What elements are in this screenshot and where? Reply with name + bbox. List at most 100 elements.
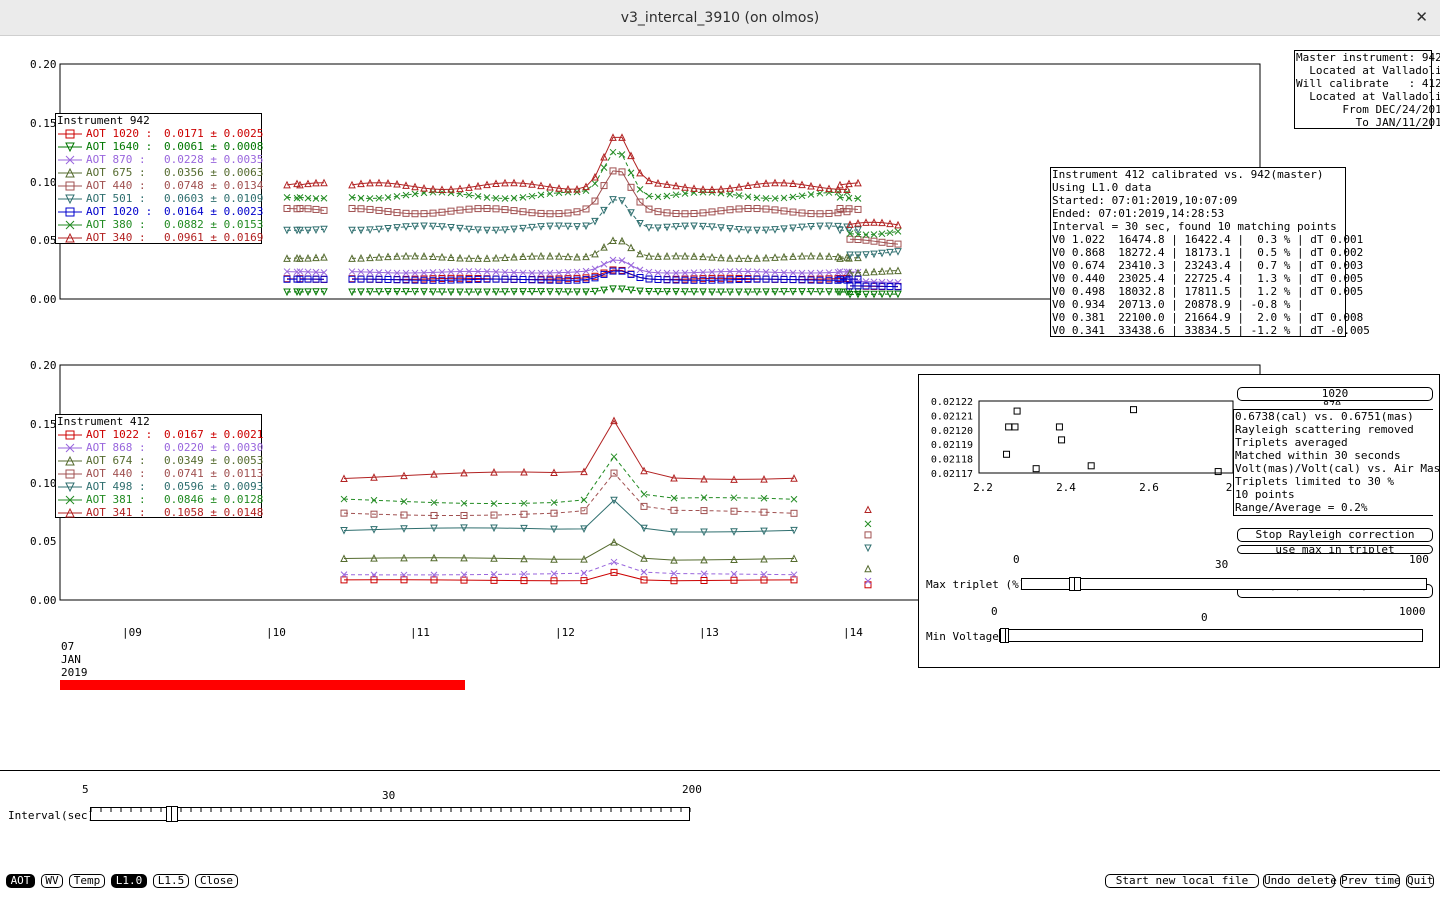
data-point xyxy=(886,282,894,290)
data-point xyxy=(864,531,872,539)
master-info-box: Master instrument: 942 Located at Vallad… xyxy=(1294,50,1440,129)
data-point xyxy=(519,179,527,187)
data-point xyxy=(564,276,572,284)
data-point xyxy=(845,179,853,188)
data-point xyxy=(296,226,304,235)
mode-button-wv[interactable]: WV xyxy=(41,874,63,888)
data-point xyxy=(744,226,752,235)
data-point xyxy=(501,206,509,214)
data-point xyxy=(836,226,844,235)
data-point xyxy=(296,180,304,189)
use-max-in-triplet-button[interactable]: use max in triplet xyxy=(1237,545,1433,554)
series-line xyxy=(351,151,848,199)
min-voltage-slider[interactable] xyxy=(999,628,1423,643)
data-point xyxy=(483,226,491,235)
data-point xyxy=(717,207,725,215)
data-point xyxy=(483,194,491,201)
data-point xyxy=(438,288,446,297)
data-point xyxy=(670,494,678,502)
data-point xyxy=(825,184,833,193)
max-triplet-slider[interactable] xyxy=(1021,577,1427,591)
data-point xyxy=(456,224,464,233)
data-point xyxy=(510,178,518,187)
data-point xyxy=(627,243,635,252)
data-point xyxy=(627,169,635,177)
series-line xyxy=(849,221,899,226)
data-point xyxy=(357,226,365,235)
data-point xyxy=(708,268,716,276)
data-point xyxy=(340,571,348,578)
data-point xyxy=(618,257,626,264)
data-point xyxy=(474,275,482,283)
data-point xyxy=(465,268,473,275)
mode-button-aot[interactable]: AOT xyxy=(6,874,35,888)
data-point xyxy=(609,236,617,245)
mode-button-close[interactable]: Close xyxy=(195,874,238,888)
data-point xyxy=(878,290,886,299)
close-icon[interactable]: ✕ xyxy=(1415,8,1428,26)
data-point xyxy=(474,288,482,297)
data-point xyxy=(744,275,752,283)
data-point xyxy=(663,276,671,284)
data-point xyxy=(735,205,743,213)
data-point xyxy=(862,236,870,244)
wavelength-1020-button[interactable]: 1020 xyxy=(1237,387,1433,401)
stop-rayleigh-button[interactable]: Stop Rayleigh correction xyxy=(1237,528,1433,542)
data-point xyxy=(789,288,797,296)
data-point xyxy=(460,499,468,507)
max-triplet-min: 0 xyxy=(1013,553,1020,566)
legend-label: AOT 1020 : xyxy=(86,127,153,140)
mode-button-l10[interactable]: L1.0 xyxy=(111,874,147,888)
min-voltage-thumb[interactable] xyxy=(1000,628,1009,643)
interval-thumb[interactable] xyxy=(166,806,179,822)
data-point xyxy=(348,254,356,262)
interval-slider[interactable] xyxy=(90,806,691,822)
calibration-line: Using L1.0 data xyxy=(1052,181,1152,194)
data-point xyxy=(456,288,464,297)
prev-time-button[interactable]: Prev time xyxy=(1340,874,1401,888)
legend-marker-icon xyxy=(58,455,82,466)
data-point xyxy=(640,524,648,533)
data-point xyxy=(636,185,644,193)
data-point xyxy=(894,228,902,235)
data-point xyxy=(490,576,498,584)
data-point xyxy=(528,192,536,200)
mode-button-temp[interactable]: Temp xyxy=(69,874,105,888)
wavelength-870-button-peek[interactable]: 870 xyxy=(1323,400,1341,405)
data-point xyxy=(510,288,518,296)
data-point xyxy=(474,268,482,275)
data-point xyxy=(672,223,680,231)
xtick-label: |12 xyxy=(555,626,575,639)
data-point xyxy=(65,207,75,217)
quit-button[interactable]: Quit xyxy=(1406,874,1434,888)
legend-label: AOT 1020 : xyxy=(86,205,153,218)
plot-top[interactable] xyxy=(0,40,1440,340)
legend-value: 0.0748 ± 0.0134 xyxy=(164,179,264,192)
data-point xyxy=(627,151,635,160)
data-point xyxy=(582,267,590,275)
mode-button-l15[interactable]: L1.5 xyxy=(153,874,189,888)
data-point xyxy=(520,499,528,507)
data-point xyxy=(357,179,365,188)
data-point xyxy=(760,508,768,516)
max-triplet-thumb[interactable] xyxy=(1069,577,1082,591)
plot-top-canvas[interactable] xyxy=(0,40,1440,340)
data-point xyxy=(483,254,491,262)
data-point xyxy=(400,511,408,519)
data-point xyxy=(283,275,291,283)
data-point xyxy=(699,222,707,231)
data-point xyxy=(537,276,545,284)
start-new-local-file-button[interactable]: Start new local file xyxy=(1105,874,1259,888)
data-point xyxy=(591,274,599,282)
data-point xyxy=(600,152,608,161)
data-point xyxy=(528,180,536,188)
data-point xyxy=(429,252,437,261)
data-point xyxy=(834,276,842,284)
data-point xyxy=(546,276,554,284)
data-point xyxy=(510,207,518,215)
data-point xyxy=(483,288,491,297)
data-point xyxy=(771,195,779,202)
data-point xyxy=(366,268,374,276)
undo-delete-button[interactable]: Undo delete xyxy=(1263,874,1337,888)
data-point xyxy=(304,275,312,283)
